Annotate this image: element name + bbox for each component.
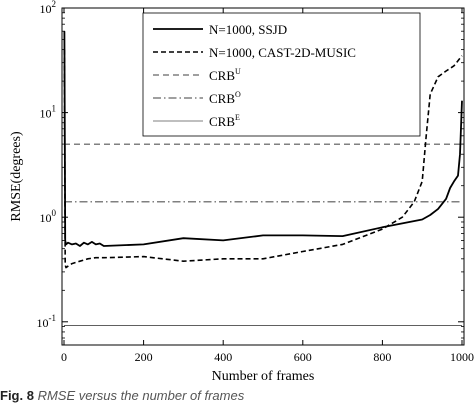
y-tick-label: 102 <box>40 0 57 16</box>
x-tick-label: 200 <box>135 350 153 364</box>
x-tick-label: 800 <box>373 350 391 364</box>
caption-text: RMSE versus the number of frames <box>37 388 245 403</box>
caption-label: Fig. 8 <box>0 388 34 403</box>
x-tick-label: 400 <box>214 350 232 364</box>
x-tick-label: 600 <box>294 350 312 364</box>
x-tick-label: 1000 <box>450 350 474 364</box>
x-tick-label: 0 <box>61 350 67 364</box>
y-axis-label: RMSE(degrees) <box>9 131 24 222</box>
series-line-2 <box>63 49 463 269</box>
legend-label-5: CRBE <box>209 113 240 129</box>
legend-label-4: CRBO <box>209 90 241 106</box>
plot-frame <box>61 7 465 346</box>
y-tick-label: 10-1 <box>37 313 57 330</box>
series-line-1 <box>63 31 463 247</box>
y-axis: 10-1 100 101 102 <box>37 0 464 346</box>
x-axis-label: Number of frames <box>212 369 315 384</box>
x-axis: 0 200 400 600 800 1000 <box>61 8 474 364</box>
figure-caption: Fig. 8 RMSE versus the number of frames <box>0 388 244 403</box>
legend-label-2: N=1000, CAST-2D-MUSIC <box>209 45 356 60</box>
y-tick-label: 100 <box>40 208 57 225</box>
plot-area <box>61 7 465 346</box>
legend: N=1000, SSJD N=1000, CAST-2D-MUSIC CRBU CRB… <box>142 12 421 137</box>
legend-box <box>142 12 421 137</box>
series-layer <box>63 31 463 326</box>
y-tick-label: 101 <box>40 104 57 121</box>
legend-label-3: CRBU <box>209 67 241 83</box>
legend-label-1: N=1000, SSJD <box>209 22 287 37</box>
